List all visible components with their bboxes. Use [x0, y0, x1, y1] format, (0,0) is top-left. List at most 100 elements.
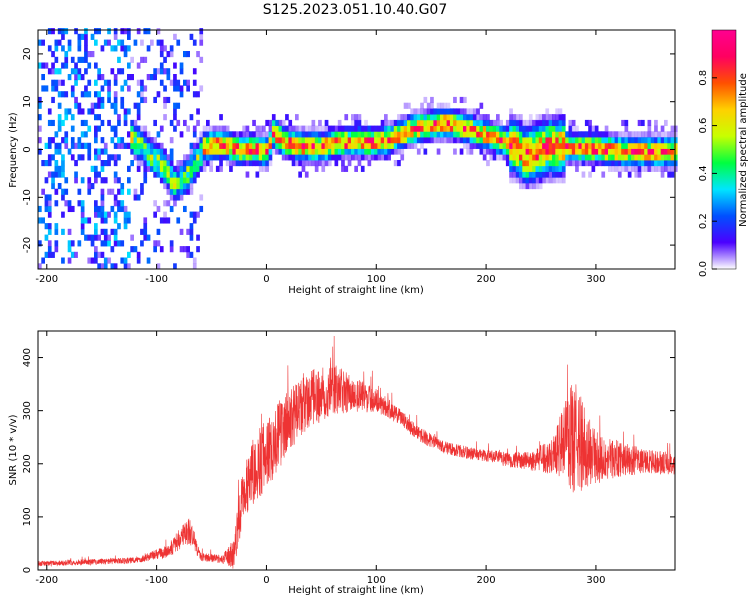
- spectrogram-cell: [519, 183, 523, 190]
- spectrogram-cell: [545, 137, 550, 144]
- spectrogram-cell: [169, 183, 174, 190]
- spectrogram-cell: [199, 160, 204, 167]
- spectrogram-cell: [285, 142, 289, 149]
- spectrogram-cell: [127, 142, 131, 149]
- spectrogram-cell: [502, 137, 507, 144]
- spectrogram-cell: [110, 154, 115, 161]
- spectrogram-cell: [51, 137, 55, 144]
- spectrogram-cell: [387, 142, 391, 149]
- spectrogram-cell: [44, 234, 49, 241]
- spectrogram-cell: [80, 223, 85, 230]
- spectrogram-cell: [74, 177, 78, 184]
- spectrogram-cell: [614, 142, 619, 149]
- spectrogram-cell: [252, 137, 256, 144]
- spectrogram-cell: [189, 228, 194, 235]
- spectrogram-cell: [258, 165, 263, 172]
- spectrogram-cell: [146, 131, 151, 138]
- spectrogram-cell: [110, 125, 115, 132]
- spectrogram-cell: [591, 165, 596, 172]
- spectrogram-cell: [496, 125, 500, 132]
- spectrogram-cell: [97, 91, 101, 98]
- spectrogram-cell: [393, 160, 398, 167]
- spectrogram-cell: [528, 114, 533, 121]
- spectrogram-cell: [512, 160, 517, 167]
- spectrogram-cell: [140, 188, 144, 195]
- spectrogram-cell: [436, 119, 441, 127]
- spectrogram-cell: [647, 142, 652, 149]
- spectrogram-cell: [298, 137, 302, 144]
- spectrogram-cell: [153, 211, 157, 218]
- spectrogram-cell: [54, 160, 59, 167]
- spectrogram-cell: [271, 142, 276, 149]
- spectrogram-cell: [542, 148, 546, 155]
- spectrogram-cell: [449, 131, 454, 138]
- spectrogram-cell: [206, 148, 210, 155]
- spectrogram-cell: [456, 131, 461, 138]
- spectrogram-cell: [318, 131, 322, 138]
- spectrogram-cell: [351, 137, 355, 144]
- spectrogram-cell: [403, 137, 408, 144]
- spectrogram-cell: [377, 142, 382, 149]
- spectrogram-cell: [664, 160, 668, 167]
- spectrogram-cell: [545, 119, 550, 127]
- spectrogram-cell: [186, 125, 190, 132]
- spectrogram-cell: [673, 148, 678, 155]
- spectrogram-cell: [47, 171, 52, 178]
- spectrogram-cell: [189, 251, 194, 258]
- spectrogram-cell: [159, 154, 164, 161]
- spectrogram-cell: [528, 183, 533, 190]
- spectrogram-cell: [140, 240, 144, 247]
- spectrogram-cell: [654, 125, 658, 132]
- spectrogram-cell: [192, 125, 197, 132]
- spectrogram-cell: [189, 211, 194, 218]
- spectrogram-cell: [354, 131, 358, 138]
- spectrogram-cell: [38, 240, 42, 247]
- spectrogram-cell: [87, 142, 92, 149]
- spectrogram-cell: [449, 108, 454, 115]
- spectrogram-cell: [146, 137, 151, 144]
- spectrogram-cell: [120, 102, 125, 109]
- spectrogram-cell: [548, 154, 553, 161]
- spectrogram-cell: [374, 148, 378, 155]
- spectrogram-cell: [532, 142, 536, 149]
- spectrogram-cell: [64, 62, 69, 69]
- spectrogram-cell: [117, 119, 121, 127]
- x-tick-label: -100: [145, 575, 168, 586]
- spectrogram-cell: [594, 142, 599, 149]
- spectrogram-cell: [80, 131, 85, 138]
- spectrogram-cell: [67, 200, 72, 207]
- spectrogram-cell: [578, 148, 583, 155]
- spectrogram-cell: [657, 160, 662, 167]
- spectrogram-cell: [489, 131, 494, 138]
- spectrogram-cell: [90, 240, 95, 247]
- spectrogram-cell: [614, 154, 619, 161]
- spectrogram-cell: [130, 246, 134, 253]
- spectrogram-cell: [423, 114, 428, 121]
- spectrogram-cell: [397, 131, 401, 138]
- spectrogram-cell: [153, 154, 157, 161]
- spectrogram-cell: [140, 85, 144, 92]
- spectrogram-cell: [657, 148, 662, 155]
- spectrogram-cell: [281, 131, 286, 138]
- spectrogram-cell: [87, 108, 92, 115]
- spectrogram-cell: [281, 148, 286, 155]
- spectrogram-cell: [647, 160, 652, 167]
- spectrogram-cell: [169, 177, 174, 184]
- spectrogram-cell: [393, 125, 398, 132]
- spectrogram-cell: [288, 137, 293, 144]
- spectrogram-cell: [670, 131, 675, 138]
- spectrogram-cell: [186, 177, 190, 184]
- spectrogram-cell: [242, 160, 246, 167]
- spectrogram-cell: [67, 148, 72, 155]
- spectrogram-cell: [370, 125, 375, 132]
- spectrogram-cell: [650, 137, 655, 144]
- spectrogram-cell: [324, 160, 329, 167]
- spectrogram-cell: [80, 91, 85, 98]
- spectrogram-cell: [258, 125, 263, 132]
- spectrogram-cell: [159, 45, 164, 52]
- spectrogram-cell: [604, 131, 609, 138]
- spectrogram-cell: [123, 79, 128, 86]
- spectrogram-cell: [548, 131, 553, 138]
- spectrogram-cell: [179, 165, 184, 172]
- spectrogram-cell: [57, 148, 62, 155]
